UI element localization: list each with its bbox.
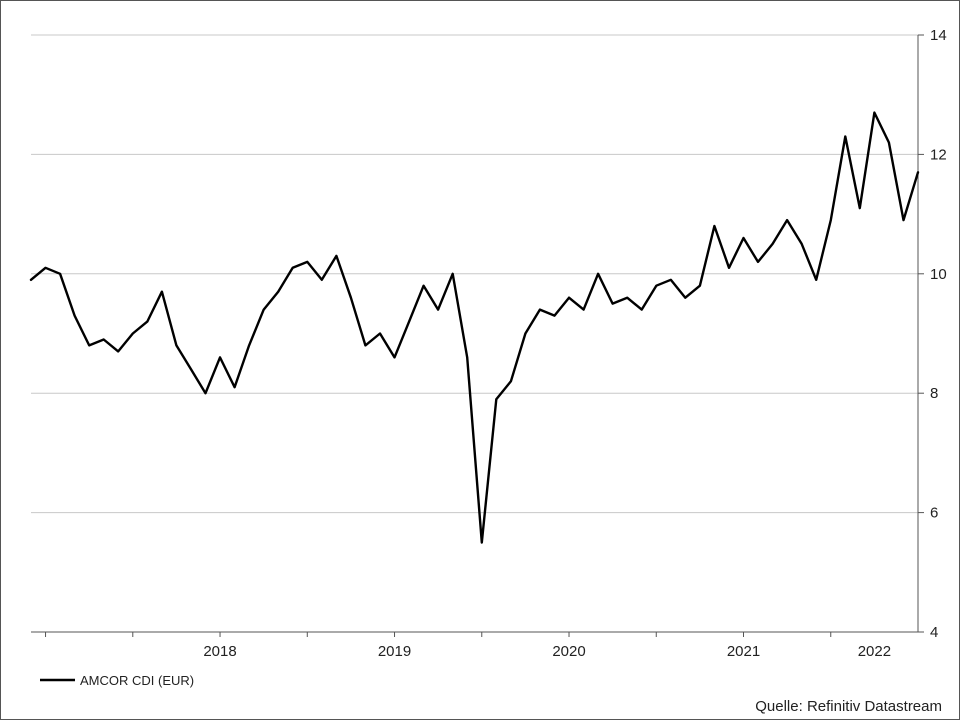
y-axis-ticks: 4 6 8 10 12 14 <box>918 27 947 641</box>
x-tick-label: 2020 <box>552 643 585 660</box>
x-tick-label: 2021 <box>727 643 760 660</box>
series-group <box>29 111 920 544</box>
x-tick-label: 2022 <box>858 643 891 660</box>
y-tick-label: 6 <box>930 505 938 522</box>
legend-label: AMCOR CDI (EUR) <box>80 673 194 688</box>
x-tick-label: 2018 <box>203 643 236 660</box>
source-note: Quelle: Refinitiv Datastream <box>755 698 942 715</box>
series-line <box>29 111 920 544</box>
gridlines <box>31 34 918 514</box>
x-axis-ticks: 2018 2019 2020 2021 2022 <box>45 632 891 660</box>
y-tick-label: 10 <box>930 266 947 283</box>
y-tick-label: 14 <box>930 27 947 44</box>
y-tick-label: 12 <box>930 146 947 163</box>
y-tick-label: 8 <box>930 385 938 402</box>
y-tick-label: 4 <box>930 624 938 641</box>
x-tick-label: 2019 <box>378 643 411 660</box>
